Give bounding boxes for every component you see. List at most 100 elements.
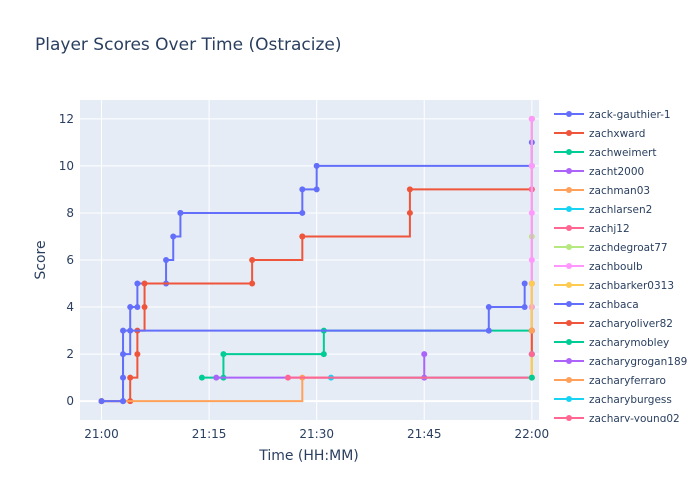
legend-swatch-marker [566, 301, 572, 307]
data-point[interactable] [528, 162, 535, 169]
legend-label: zacht2000 [589, 166, 644, 178]
legend-item[interactable]: zacharymobley [554, 337, 669, 349]
y-tick-label: 6 [66, 253, 74, 267]
series-zachary-young02[interactable] [528, 351, 535, 358]
data-point[interactable] [320, 351, 327, 358]
data-point[interactable] [141, 280, 148, 287]
data-point[interactable] [528, 257, 535, 263]
legend-item[interactable]: zacharygrogan189 [554, 356, 687, 368]
x-axis-title: Time (HH:MM) [258, 448, 359, 464]
y-tick-label: 12 [59, 112, 74, 126]
data-point[interactable] [313, 162, 320, 169]
data-point[interactable] [198, 374, 205, 381]
y-tick-label: 8 [66, 206, 74, 220]
y-tick-label: 2 [66, 347, 74, 361]
series-line [101, 118, 533, 403]
chart-title: Player Scores Over Time (Ostracize) [35, 35, 342, 55]
data-point[interactable] [120, 398, 127, 405]
data-point[interactable] [521, 304, 528, 311]
x-tick-label: 21:00 [84, 427, 119, 441]
legend-swatch-marker [566, 282, 572, 288]
legend-label: zacharyferraro [589, 375, 666, 387]
legend-item[interactable]: zacharyoliver82 [554, 318, 673, 330]
legend-label: zachbarker0313 [589, 280, 674, 292]
legend-item[interactable]: zachbaca [554, 299, 639, 311]
data-point[interactable] [485, 304, 492, 311]
legend-label: zachxward [589, 128, 645, 140]
data-point[interactable] [163, 257, 170, 263]
legend-item[interactable]: zachary-young02 [554, 413, 680, 425]
legend-swatch-marker [566, 225, 572, 231]
series-zacharymobley[interactable] [528, 374, 535, 381]
legend-swatch-marker [566, 320, 572, 326]
legend-label: zacharymobley [589, 337, 669, 349]
legend-swatch-marker [566, 263, 572, 269]
data-point[interactable] [528, 209, 535, 216]
data-point[interactable] [134, 280, 141, 287]
data-point[interactable] [406, 186, 413, 193]
legend-item[interactable]: zacht2000 [554, 166, 644, 178]
data-point[interactable] [134, 304, 141, 311]
legend-label: zack-gauthier-1 [589, 109, 671, 121]
data-point[interactable] [313, 186, 320, 193]
legend-label: zacharyburgess [589, 394, 672, 406]
data-point[interactable] [120, 327, 127, 334]
legend-label: zacharygrogan189 [589, 356, 687, 368]
data-point[interactable] [528, 351, 535, 358]
legend-item[interactable]: zack-gauthier-1 [554, 109, 671, 121]
data-point[interactable] [127, 374, 134, 381]
data-point[interactable] [134, 351, 141, 358]
legend-swatch-marker [566, 396, 572, 402]
y-tick-label: 0 [66, 394, 74, 408]
legend-item[interactable]: zacharyburgess [554, 394, 672, 406]
data-point[interactable] [220, 351, 227, 358]
legend[interactable]: zack-gauthier-1 zachxward zachweimert zacht… [554, 109, 687, 425]
data-point[interactable] [127, 304, 134, 311]
series-zack-gauthier-1[interactable] [98, 139, 535, 405]
series-zacharyferraro[interactable] [528, 327, 535, 334]
data-point[interactable] [213, 374, 220, 381]
legend-swatch-marker [566, 130, 572, 136]
data-point[interactable] [299, 233, 306, 240]
data-point[interactable] [299, 209, 306, 216]
y-axis-title: Score [33, 240, 49, 279]
data-point[interactable] [141, 304, 148, 311]
data-point[interactable] [249, 257, 256, 263]
data-point[interactable] [170, 233, 177, 240]
legend-item[interactable]: zachman03 [554, 185, 650, 197]
data-point[interactable] [528, 280, 535, 287]
legend-item[interactable]: zachxward [554, 128, 645, 140]
legend-label: zachboulb [589, 261, 643, 273]
x-tick-label: 21:30 [299, 427, 334, 441]
legend-item[interactable]: zachbarker0313 [554, 280, 674, 292]
legend-item[interactable]: zacharyferraro [554, 375, 666, 387]
data-point[interactable] [521, 280, 528, 287]
data-point[interactable] [249, 280, 256, 287]
data-point[interactable] [528, 374, 535, 381]
legend-label: zachman03 [589, 185, 650, 197]
legend-swatch-marker [566, 358, 572, 364]
legend-item[interactable]: zachlarsen2 [554, 204, 652, 216]
legend-swatch-marker [566, 168, 572, 174]
data-point[interactable] [299, 186, 306, 193]
legend-swatch-marker [566, 149, 572, 155]
series-zachbaca[interactable] [98, 280, 528, 405]
legend-item[interactable]: zachdegroat77 [554, 242, 668, 254]
x-tick-label: 22:00 [515, 427, 550, 441]
data-point[interactable] [98, 398, 105, 405]
data-point[interactable] [177, 209, 184, 216]
legend-item[interactable]: zachboulb [554, 261, 643, 273]
x-tick-label: 21:45 [407, 427, 442, 441]
legend-label: zachary-young02 [589, 413, 680, 425]
data-point[interactable] [284, 374, 291, 381]
legend-item[interactable]: zachweimert [554, 147, 656, 159]
data-point[interactable] [406, 209, 413, 216]
legend-item[interactable]: zachj12 [554, 223, 630, 235]
data-point[interactable] [485, 327, 492, 334]
legend-swatch-marker [566, 415, 572, 421]
legend-swatch-marker [566, 206, 572, 212]
data-point[interactable] [421, 351, 428, 358]
data-point[interactable] [528, 327, 535, 334]
data-point[interactable] [528, 115, 535, 122]
